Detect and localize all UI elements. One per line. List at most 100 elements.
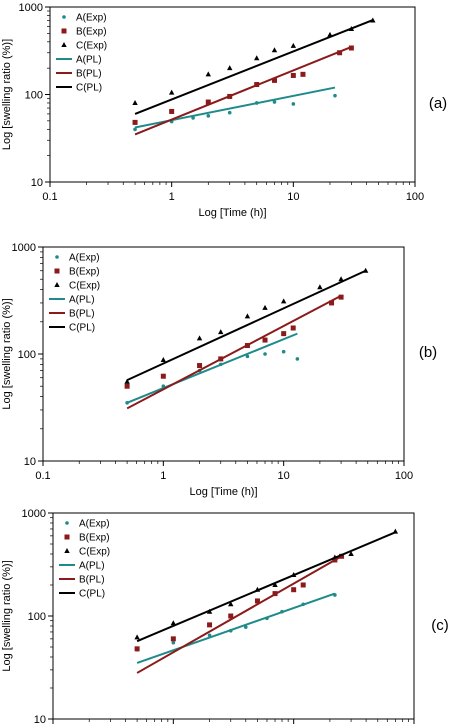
data-point-B <box>281 331 287 337</box>
data-point-C <box>134 634 140 640</box>
legend-label: B(Exp) <box>79 533 110 544</box>
data-point-B <box>160 373 166 379</box>
data-point-A <box>291 102 296 106</box>
data-point-B <box>300 582 306 588</box>
legend-swatch <box>54 268 60 274</box>
panel-tag: (b) <box>419 344 437 361</box>
legend-swatch <box>54 282 60 287</box>
chart-panel-2: 0.1 1 10 100 10 100 1000 Log [Time (h)] Log [swe… <box>1 242 437 498</box>
data-point-A <box>295 357 300 361</box>
data-point-B <box>337 50 343 56</box>
data-point-B <box>329 300 335 306</box>
data-point-C <box>348 550 354 556</box>
data-point-A <box>227 110 232 115</box>
data-point-A <box>133 127 137 132</box>
y-axis-label: Log [swelling ratio (%)] <box>1 560 13 671</box>
y-tick-label: 1000 <box>12 242 36 254</box>
legend-label: A(Exp) <box>69 253 100 264</box>
x-tick-label: 1 <box>160 470 166 482</box>
data-point-C <box>317 284 323 290</box>
legend-label: A(Exp) <box>76 13 107 24</box>
data-point-B <box>132 119 138 125</box>
data-point-C <box>228 601 234 607</box>
data-point-B <box>207 622 213 628</box>
fit-line-B <box>126 294 342 410</box>
fit-line-B <box>136 555 343 674</box>
legend-swatch <box>62 15 66 19</box>
data-point-A <box>333 93 337 98</box>
data-point-B <box>338 294 344 300</box>
y-tick-label: 1000 <box>22 508 46 520</box>
legend-label: C(PL) <box>69 323 95 334</box>
panel-tag: (c) <box>431 617 449 634</box>
legend-swatch <box>61 42 67 47</box>
x-tick-label: 100 <box>406 191 424 203</box>
fit-line-A <box>126 332 298 404</box>
fit-line-C <box>134 19 374 115</box>
y-tick-label: 100 <box>25 90 43 102</box>
fit-line-B <box>134 45 352 136</box>
data-point-C <box>227 65 233 71</box>
x-tick-label: 1 <box>169 191 175 203</box>
fit-line-C <box>136 531 396 643</box>
data-point-B <box>291 587 297 593</box>
plot-frame <box>52 512 415 720</box>
legend-label: B(Exp) <box>76 27 107 38</box>
data-point-B <box>205 99 211 105</box>
data-point-C <box>170 620 177 626</box>
data-point-B <box>134 646 140 652</box>
data-point-C <box>218 329 224 335</box>
legend-label: B(Exp) <box>69 267 100 278</box>
data-point-C <box>272 581 278 587</box>
x-tick-label: 0.1 <box>42 191 57 203</box>
x-tick-label: 10 <box>278 470 290 482</box>
fit-line-A <box>136 592 336 664</box>
data-point-B <box>300 71 306 77</box>
x-tick-label: 100 <box>395 470 413 482</box>
data-point-B <box>262 337 268 343</box>
y-tick-label: 10 <box>34 714 46 726</box>
data-point-A <box>281 349 286 354</box>
data-point-C <box>132 99 138 105</box>
y-tick-label: 10 <box>24 456 36 468</box>
data-point-A <box>207 633 212 638</box>
legend-label: C(PL) <box>79 589 105 600</box>
legend-swatch <box>55 255 59 259</box>
y-tick-label: 100 <box>28 611 46 623</box>
data-point-C <box>168 89 175 95</box>
legend-label: B(PL) <box>69 309 95 320</box>
data-point-B <box>271 77 277 83</box>
x-axis-label: Log [Time (h)] <box>189 486 257 498</box>
legend-swatch <box>65 521 69 525</box>
data-point-C <box>196 335 203 341</box>
fit-line-C <box>126 269 367 382</box>
legend-swatch <box>64 534 70 540</box>
legend-label: A(PL) <box>69 295 95 306</box>
data-point-A <box>245 354 250 359</box>
y-tick-label: 100 <box>18 349 36 361</box>
data-point-B <box>197 363 203 369</box>
data-point-C <box>262 304 268 310</box>
data-point-A <box>272 100 277 104</box>
legend-label: C(PL) <box>76 83 102 94</box>
data-point-C <box>338 276 344 282</box>
x-axis-label: Log [Time (h)] <box>198 207 266 219</box>
data-point-B <box>290 325 296 331</box>
data-point-A <box>206 114 211 118</box>
legend-label: A(PL) <box>79 561 105 572</box>
legend-label: C(Exp) <box>79 547 110 558</box>
data-point-B <box>290 72 296 78</box>
data-point-B <box>254 598 260 604</box>
panel-tag: (a) <box>429 95 447 112</box>
data-point-A <box>171 640 176 645</box>
data-point-C <box>271 47 278 53</box>
data-point-B <box>170 636 176 642</box>
legend-swatch <box>64 548 70 553</box>
legend-label: C(Exp) <box>69 281 100 292</box>
plot-frame <box>42 246 405 462</box>
legend-swatch <box>61 28 67 34</box>
y-tick-label: 10 <box>31 177 43 189</box>
x-tick-label: 0.1 <box>35 470 50 482</box>
